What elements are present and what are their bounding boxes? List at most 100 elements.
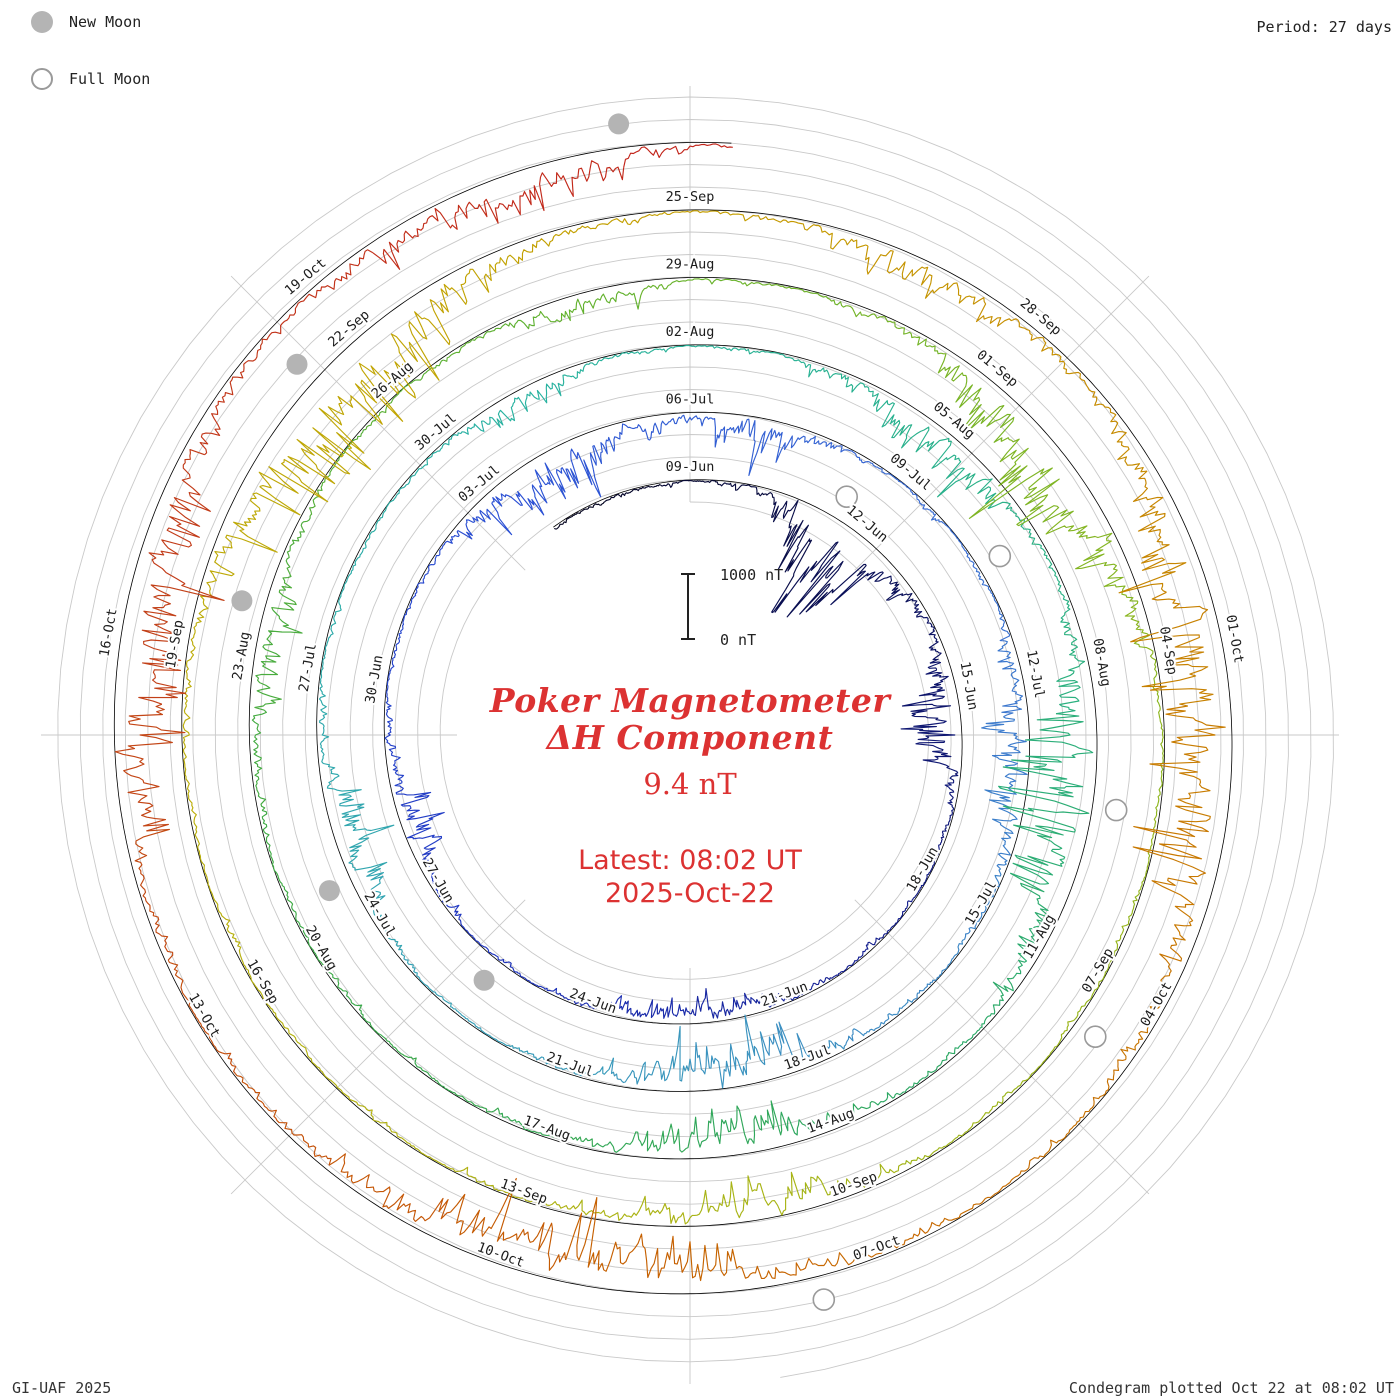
data-trace-segment — [723, 418, 799, 476]
scale-bar-top-label: 1000 nT — [720, 566, 783, 584]
data-trace-segment — [422, 847, 460, 910]
date-label: 25-Sep — [666, 189, 715, 205]
new-moon-marker — [608, 113, 630, 135]
data-trace-segment — [845, 999, 914, 1046]
date-label: 15-Jun — [957, 660, 981, 711]
data-trace-segment — [625, 997, 691, 1019]
data-trace-segment — [554, 501, 606, 530]
data-trace-segment — [997, 1020, 1074, 1104]
data-trace-segment — [1055, 621, 1086, 715]
grid-spiral — [57, 96, 1334, 1378]
date-label: 30-Jun — [362, 654, 386, 705]
data-trace-segment — [623, 143, 733, 168]
data-trace-segment — [339, 794, 395, 873]
date-label: 08-Aug — [1089, 637, 1113, 688]
date-label: 01-Sep — [973, 347, 1021, 391]
data-trace-segment — [866, 900, 913, 946]
date-label: 22-Sep — [325, 307, 373, 351]
date-label: 09-Jul — [887, 450, 935, 494]
data-trace-segment — [997, 640, 1024, 718]
full-moon-marker — [1104, 798, 1128, 822]
legend-full-moon: Full Moon — [31, 67, 150, 91]
data-trace-segment — [689, 1241, 816, 1282]
radial-spoke — [230, 275, 526, 571]
data-trace-segment — [1120, 944, 1183, 1060]
data-trace-segment — [1118, 470, 1187, 594]
data-trace-segment — [254, 609, 303, 711]
date-label: 06-Jul — [666, 392, 715, 408]
full-moon-icon — [31, 68, 53, 90]
data-trace-segment — [206, 486, 301, 592]
date-label: 29-Aug — [666, 257, 715, 273]
date-label: 16-Oct — [96, 607, 120, 658]
date-label: 12-Jun — [843, 502, 891, 546]
data-trace-segment — [752, 982, 815, 1008]
data-trace-segment — [234, 1073, 332, 1166]
data-trace-segment — [384, 716, 405, 787]
data-trace-segment — [537, 291, 640, 323]
data-trace-segment — [981, 716, 1028, 793]
latest-value: 9.4 nT — [643, 766, 737, 801]
date-label: 21-Jul — [544, 1049, 595, 1081]
data-trace-segment — [689, 1100, 783, 1148]
data-trace-segment — [288, 1032, 373, 1116]
data-trace-segment — [914, 604, 942, 664]
data-trace-segment — [592, 1123, 691, 1153]
period-label: Period: 27 days — [1256, 18, 1392, 36]
date-label: 28-Sep — [1017, 295, 1065, 339]
data-trace-segment — [823, 367, 896, 428]
data-trace-segment — [1132, 820, 1209, 946]
date-label: 05-Aug — [930, 399, 978, 443]
date-label: 27-Jul — [296, 642, 320, 693]
data-trace-segment — [230, 932, 290, 1034]
plotted-label: Condegram plotted Oct 22 at 08:02 UT — [1068, 1379, 1394, 1397]
date-label: 13-Sep — [498, 1176, 549, 1208]
data-trace-segment — [565, 1197, 691, 1279]
data-trace-segment — [1073, 371, 1148, 473]
data-trace-segment — [468, 1175, 579, 1210]
data-trace-segment — [589, 423, 655, 470]
date-label: 01-Oct — [1222, 614, 1246, 665]
data-trace-segment — [529, 1052, 615, 1077]
data-trace-segment — [291, 906, 347, 992]
date-label: 12-Jul — [1023, 649, 1047, 700]
data-trace-segment — [400, 949, 459, 1012]
data-trace-segment — [629, 210, 751, 225]
data-trace-segment — [771, 499, 813, 590]
data-trace-segment — [759, 1021, 847, 1063]
data-trace-segment — [184, 591, 214, 706]
data-trace-segment — [771, 541, 867, 618]
data-trace-segment — [134, 828, 174, 961]
data-trace-segment — [1155, 707, 1164, 818]
data-trace-segment — [318, 627, 334, 715]
data-trace-segment — [750, 214, 869, 250]
data-trace-segment — [936, 1155, 1044, 1227]
data-trace-segment — [1124, 600, 1161, 708]
data-trace-segment — [780, 1100, 875, 1136]
data-trace-segment — [414, 254, 519, 346]
radial-spoke — [854, 275, 1150, 571]
data-trace-segment — [414, 1062, 501, 1115]
data-trace-segment — [911, 843, 942, 901]
new-moon-icon — [31, 11, 53, 33]
data-trace-segment — [964, 868, 1002, 940]
data-trace-segment — [531, 448, 602, 506]
data-trace-segment — [1002, 792, 1090, 885]
data-trace-segment — [337, 321, 440, 425]
data-trace-segment — [395, 785, 445, 850]
data-trace-segment — [660, 479, 720, 488]
data-trace-segment — [1010, 872, 1051, 977]
date-label: 26-Aug — [369, 358, 417, 402]
date-label: 03-Jul — [455, 462, 503, 506]
date-label: 02-Aug — [666, 324, 715, 340]
data-trace-segment — [975, 569, 1011, 642]
data-trace-segment — [719, 482, 775, 505]
date-label: 23-Aug — [229, 630, 253, 681]
new-moon-marker — [473, 969, 495, 991]
data-trace-segment — [267, 249, 374, 338]
data-trace-segment — [1149, 705, 1226, 823]
data-trace-segment — [500, 958, 561, 995]
center-text: Poker Magnetometer ΔH Component 9.4 nT L… — [490, 682, 890, 909]
data-trace-segment — [638, 278, 744, 302]
